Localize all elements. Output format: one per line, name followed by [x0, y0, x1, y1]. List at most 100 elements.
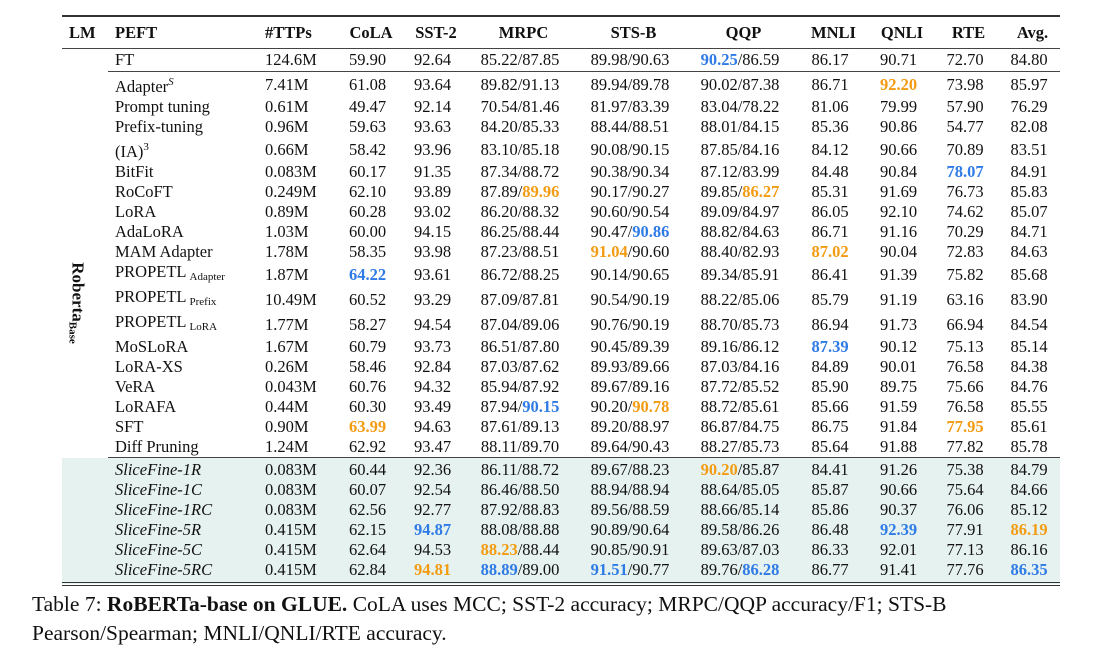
column-header: LM: [69, 23, 96, 42]
caption-title: RoBERTa-base on GLUE.: [106, 592, 348, 616]
value-cell-cola: 58.27: [348, 314, 387, 334]
method-name: Prompt tuning: [108, 97, 258, 117]
value-cell-avg: 85.14: [1010, 337, 1048, 356]
value-cell-rte: 75.38: [932, 457, 998, 480]
method-name-text: SliceFine-5RC: [115, 560, 213, 579]
method-name: Diff Pruning: [108, 437, 258, 458]
value-cell-mrpc: 87.34/88.72: [480, 162, 560, 181]
method-name: AdapterS: [108, 72, 258, 98]
value-cell-avg: 86.35: [998, 560, 1060, 586]
value-cell-qqp: 89.58/86.26: [685, 520, 795, 540]
method-name: SliceFine-1C: [108, 480, 258, 500]
value-cell-mrpc: 87.09/87.81: [480, 289, 560, 309]
method-name: LoRAFA: [108, 397, 258, 417]
table-row: FT 124.6M 59.90 92.64 85.22/87.85 89.98/90.63…: [62, 48, 1060, 72]
value-cell-qqp: 88.01/84.15: [700, 117, 780, 136]
best-value: 78.07: [946, 162, 984, 181]
method-name-text: RoCoFT: [115, 182, 173, 201]
value-cell-sst2: 94.63: [413, 417, 452, 436]
value-cell-mnli: 85.66: [811, 397, 849, 416]
value-cell-qnli: 90.01: [879, 357, 918, 376]
value-cell-mrpc: 86.46/88.50: [465, 480, 575, 500]
lm-cell: [62, 560, 108, 586]
value-cell-cola: 60.28: [348, 202, 387, 221]
table-row: LoRA-XS 0.26M 58.46 92.84 87.03/87.62 89.93/8…: [62, 357, 1060, 377]
value-cell-mnli: 85.31: [811, 182, 849, 201]
table-body: FT 124.6M 59.90 92.64 85.22/87.85 89.98/90.63…: [62, 48, 1060, 586]
value-cell-sst2: 93.61: [413, 264, 452, 284]
lm-cell: [62, 500, 108, 520]
value-cell-qnli: 90.66: [865, 480, 932, 500]
value-cell-avg: 83.90: [1010, 289, 1048, 309]
value-cell-cola: 62.15: [335, 520, 400, 540]
value-cell-avg: 85.55: [1010, 397, 1048, 416]
value-cell-mnli: 84.12: [811, 139, 849, 159]
value-cell-rte: 63.16: [946, 289, 984, 309]
value-cell-stsb: 90.38/90.34: [590, 162, 670, 181]
lm-cell: [62, 357, 108, 377]
value-cell-qqp: 87.12/83.99: [700, 162, 780, 181]
value-cell-cola: 60.44: [335, 457, 400, 480]
table-row: Diff Pruning 1.24M 62.92 93.47 88.11/89.70 89…: [62, 437, 1060, 458]
table-row: LoRA 0.89M 60.28 93.02 86.20/88.32 90.60/90.5…: [62, 202, 1060, 222]
value-cell-mrpc: 88.08/88.88: [465, 520, 575, 540]
value-cell-mrpc: 87.23/88.51: [480, 242, 560, 261]
value-cell-sst2: 92.54: [400, 480, 465, 500]
lm-cell: [62, 417, 108, 437]
value-cell-cola: 49.47: [348, 97, 387, 116]
value-cell-mrpc: 89.82/91.13: [480, 74, 560, 94]
table-row: RoCoFT 0.249M 62.10 93.89 87.89/89.96 90.17/9…: [62, 182, 1060, 202]
value-cell-mnli: 86.75: [811, 417, 849, 436]
value-cell-mnli: 84.48: [811, 162, 849, 181]
method-name: SliceFine-1RC: [108, 500, 258, 520]
value-cell-sst2: 91.35: [413, 162, 452, 181]
value-cell-rte: 77.91: [932, 520, 998, 540]
value-cell-mnli: 85.64: [795, 437, 865, 458]
value-cell-mnli: 81.06: [811, 97, 849, 116]
value-cell-qqp: 90.20/85.87: [685, 457, 795, 480]
value-cell-rte: 74.62: [946, 202, 984, 221]
value-cell-qnli: 91.73: [879, 314, 918, 334]
value-cell-qnli: 91.26: [865, 457, 932, 480]
method-name-text: PROPETL: [115, 312, 187, 331]
value-cell-rte: 77.95: [932, 417, 998, 437]
method-name-text: PROPETL: [115, 262, 187, 281]
method-name: SliceFine-1R: [108, 457, 258, 480]
value-cell-ttps: 0.90M: [265, 417, 309, 436]
value-cell-stsb: 90.60/90.54: [590, 202, 670, 221]
method-name-text: VeRA: [115, 377, 156, 396]
method-subscript: Prefix: [189, 296, 217, 308]
value-cell-rte: 78.07: [932, 162, 998, 182]
value-cell-cola: 60.30: [348, 397, 387, 416]
value-cell-mrpc: 85.94/87.92: [480, 377, 560, 396]
value-cell-sst2: 93.47: [400, 437, 465, 458]
value-cell-qnli: 91.41: [865, 560, 932, 586]
value-cell-cola: 62.64: [335, 540, 400, 560]
lm-label-roberta-base: RobertaBase: [62, 258, 92, 348]
table-row: SliceFine-5R 0.415M 62.15 94.87 88.08/88.88 9…: [62, 520, 1060, 540]
value-cell-qqp: 89.85/86.27: [700, 182, 780, 201]
lm-label-sub: Base: [66, 321, 79, 344]
value-cell-qqp: 89.34/85.91: [700, 264, 780, 284]
table-row: Prefix-tuning 0.96M 59.63 93.63 84.20/85.33 8…: [62, 117, 1060, 137]
method-name-text: Prefix-tuning: [115, 117, 203, 136]
value-cell-avg: 85.61: [1010, 417, 1048, 436]
value-cell-ttps: 1.67M: [265, 337, 309, 356]
value-cell-mrpc: 87.04/89.06: [480, 314, 560, 334]
value-cell-sst2: 93.29: [413, 289, 452, 309]
value-cell-sst2: 93.73: [413, 337, 452, 356]
value-cell-avg: 85.07: [1010, 202, 1048, 221]
value-cell-mrpc: 83.10/85.18: [480, 139, 560, 159]
value-cell-mrpc: 88.11/89.70: [465, 437, 575, 458]
table-row: PROPETL LoRA 1.77M 58.27 94.54 87.04/89.06 90.…: [62, 312, 1060, 337]
value-cell-qqp: 89.16/86.12: [700, 337, 780, 356]
value-cell-qnli: 90.84: [879, 162, 918, 181]
value-cell-avg: 84.63: [1010, 242, 1048, 261]
value-cell-stsb: 90.89/90.64: [575, 520, 685, 540]
lm-cell: [62, 540, 108, 560]
value-cell-rte: 75.64: [932, 480, 998, 500]
table-row: PROPETL Prefix 10.49M 60.52 93.29 87.09/87.81…: [62, 287, 1060, 312]
value-cell-qnli: 91.84: [879, 417, 918, 436]
value-cell-qnli: 92.10: [879, 202, 918, 221]
value-cell-sst2: 93.96: [413, 139, 452, 159]
